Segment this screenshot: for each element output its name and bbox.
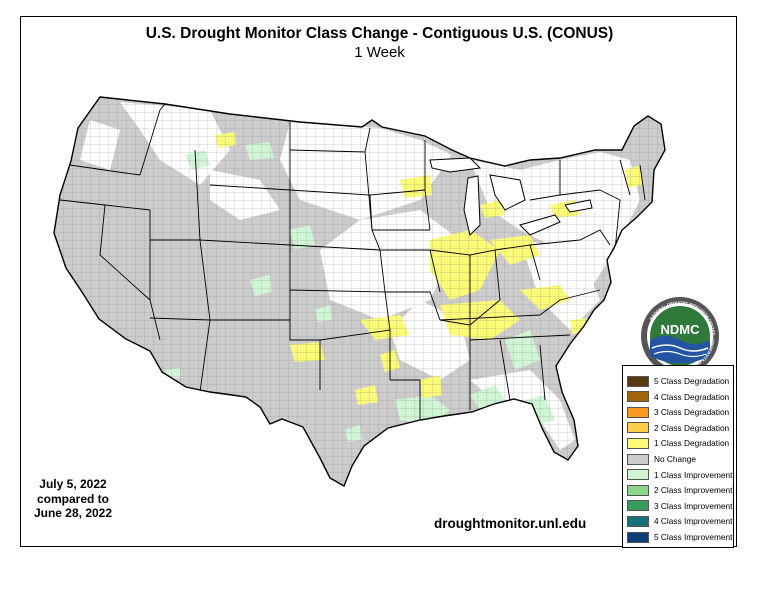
legend-label: 5 Class Degradation — [654, 376, 730, 386]
legend-item: 1 Class Degradation — [627, 436, 729, 450]
legend-swatch — [627, 453, 649, 465]
legend-item: 5 Class Degradation — [627, 374, 729, 388]
legend-label: 1 Class Degradation — [654, 438, 730, 449]
website-url: droughtmonitor.unl.edu — [434, 516, 587, 531]
legend-label: 5 Class Improvement — [654, 532, 733, 542]
legend-label: 2 Class Improvement — [654, 485, 733, 496]
legend-swatch — [627, 375, 649, 387]
legend-item: 3 Class Degradation — [627, 405, 729, 419]
legend-swatch — [627, 391, 649, 403]
legend-item: No Change — [627, 452, 696, 466]
legend-label: 4 Class Improvement — [654, 516, 733, 527]
legend: 5 Class Degradation 4 Class Degradation 3 … — [622, 365, 734, 548]
legend-swatch — [627, 500, 649, 512]
logo-text: NDMC — [661, 322, 701, 337]
legend-item: 4 Class Improvement — [627, 514, 732, 528]
ndmc-logo-icon: NDMC NATIONAL DROUGHT MITIGATION CENTER … — [640, 296, 720, 376]
map-subtitle: 1 Week — [354, 44, 405, 61]
legend-label: 4 Class Degradation — [654, 391, 730, 402]
compared-to-text: compared to — [36, 491, 109, 506]
legend-swatch — [627, 437, 649, 449]
legend-label: No Change — [654, 454, 696, 464]
map-title: U.S. Drought Monitor Class Change - Cont… — [145, 25, 614, 42]
legend-item: 3 Class Improvement — [627, 499, 732, 513]
legend-label: 2 Class Degradation — [654, 422, 730, 433]
current-date: July 5, 2022 — [39, 477, 107, 491]
legend-item: 2 Class Degradation — [627, 421, 729, 435]
legend-swatch — [627, 422, 649, 434]
legend-swatch — [627, 484, 649, 496]
great-lakes — [429, 157, 593, 236]
legend-label: 3 Class Degradation — [654, 407, 730, 418]
legend-item: 2 Class Improvement — [627, 483, 732, 497]
date-comparison: July 5, 2022 compared to June 28, 2022 — [18, 477, 128, 521]
legend-item: 4 Class Degradation — [627, 390, 729, 404]
legend-item: 1 Class Improvement — [627, 468, 732, 482]
state-boundaries — [59, 103, 646, 420]
legend-label: 3 Class Improvement — [654, 500, 733, 511]
legend-swatch — [627, 406, 649, 418]
previous-date: June 28, 2022 — [33, 506, 113, 520]
legend-label: 1 Class Improvement — [654, 469, 733, 480]
legend-swatch — [627, 531, 649, 543]
legend-item: 5 Class Improvement — [627, 530, 732, 544]
legend-swatch — [627, 515, 649, 527]
legend-swatch — [627, 469, 649, 481]
